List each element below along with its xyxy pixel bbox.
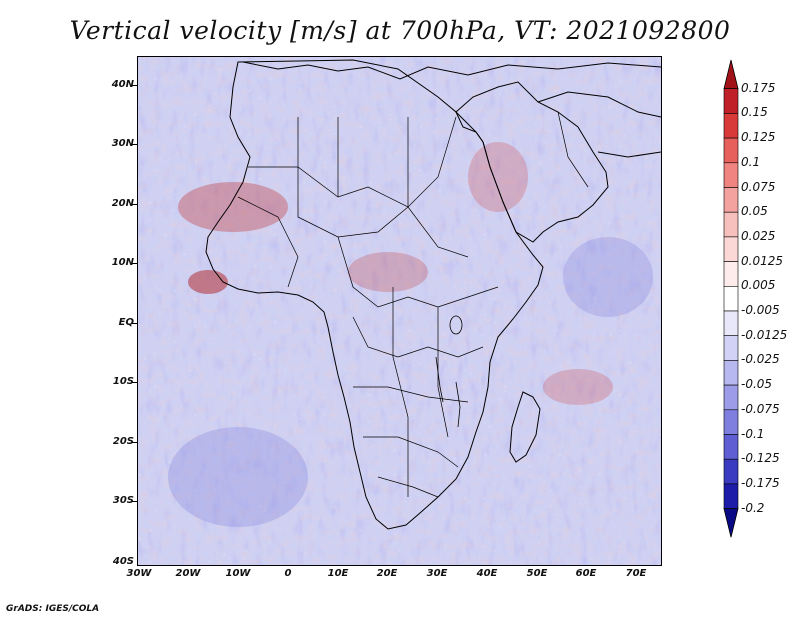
map-canvas <box>138 57 661 565</box>
field-noise-texture <box>138 57 661 565</box>
lake-malawi <box>455 381 461 428</box>
colorbar-tick-label: -0.125 <box>741 451 780 466</box>
coastlines <box>205 59 661 530</box>
colorbar-tick-label: -0.005 <box>741 303 780 317</box>
madagascar-coastline <box>509 391 541 463</box>
colorbar-tick-label: -0.075 <box>741 401 780 416</box>
colorbar-swatch <box>723 409 739 435</box>
lat-label: 40N <box>111 79 134 90</box>
colorbar-tick-label: 0.005 <box>741 278 776 293</box>
lon-label: 0 <box>284 568 292 579</box>
lon-label: 30W <box>126 568 152 579</box>
map-plot-area <box>137 56 662 566</box>
lakes <box>435 315 463 428</box>
ascent-patch-indian-ocean <box>543 369 613 405</box>
colorbar-swatch <box>723 483 739 509</box>
colorbar-top-arrow <box>723 59 739 90</box>
colorbar-swatch <box>723 261 739 287</box>
arabia-coastline <box>455 81 609 243</box>
lon-label: 70E <box>625 568 647 579</box>
lon-label: 60E <box>575 568 597 579</box>
colorbar-swatch <box>723 88 739 114</box>
colorbar-tick-label: 0.125 <box>741 130 776 145</box>
border-egypt-sudan <box>407 117 469 258</box>
colorbar-swatch <box>723 310 739 337</box>
colorbar-tick-label: -0.0125 <box>741 327 788 342</box>
colorbar-tick-label: 0.0125 <box>741 253 783 268</box>
india-coast <box>597 151 661 158</box>
lat-label: 20N <box>111 198 134 209</box>
ascent-patch-guinea <box>188 270 228 294</box>
lat-tick <box>132 85 137 86</box>
ascent-patch-central <box>348 252 428 292</box>
ascent-patch-sahel-west <box>178 182 288 232</box>
lat-tick <box>132 501 137 502</box>
lon-label: 20E <box>376 568 398 579</box>
lake-tanganyika <box>435 356 444 403</box>
lat-label: 10S <box>112 376 134 387</box>
border-south-africa <box>377 476 439 498</box>
colorbar-swatch <box>723 236 739 262</box>
lat-label: 40S <box>112 556 134 567</box>
lon-label: 30E <box>426 568 448 579</box>
map-title: Vertical velocity [m/s] at 700hPa, VT: 2… <box>69 16 731 45</box>
lon-label: 50E <box>526 568 548 579</box>
colorbar-bottom-arrow <box>723 508 739 538</box>
lon-label: 10W <box>225 568 251 579</box>
lat-label: 10N <box>111 257 134 268</box>
mediterranean-coastline <box>242 61 661 80</box>
colorbar-swatch <box>723 137 739 164</box>
colorbar-swatch <box>723 162 739 188</box>
colorbar-swatch <box>723 113 739 139</box>
colorbar-swatch <box>723 211 739 238</box>
colorbar-swatch <box>723 335 739 361</box>
border-west-africa <box>237 196 299 288</box>
persian-coast <box>537 91 661 118</box>
colorbar-graphic <box>723 59 739 538</box>
colorbar-tick-label: 0.025 <box>741 228 776 243</box>
descent-patch-south-atlantic <box>168 427 308 527</box>
descent-patch-indian-ocean <box>563 237 653 317</box>
lon-label: 20W <box>175 568 201 579</box>
border-congo <box>352 316 484 358</box>
lat-label: 30S <box>112 495 134 506</box>
border-vertical-1 <box>392 287 409 497</box>
colorbar-swatch <box>723 360 739 386</box>
lat-label: 30N <box>111 138 134 149</box>
lake-victoria <box>449 315 463 335</box>
lat-tick <box>132 382 137 383</box>
colorbar-swatch <box>723 187 739 213</box>
lat-label: EQ <box>118 317 134 328</box>
colorbar-swatch <box>723 434 739 460</box>
border-arabia <box>557 111 589 188</box>
colorbar-tick-label: -0.025 <box>741 352 780 367</box>
lat-tick <box>132 204 137 205</box>
border-angola-zambia <box>353 386 469 403</box>
colorbar-swatch <box>723 458 739 485</box>
colorbar-tick-label: 0.075 <box>741 179 776 194</box>
colorbar-tick-label: -0.2 <box>741 500 765 515</box>
colorbar-tick-label: 0.175 <box>741 80 776 95</box>
credit-footer: GrADS: IGES/COLA <box>6 604 100 614</box>
ascent-patch-arabia <box>468 142 528 212</box>
lat-label: 20S <box>112 436 134 447</box>
colorbar-tick-label: 0.05 <box>741 204 768 219</box>
country-borders <box>237 111 589 498</box>
lat-tick <box>132 144 137 145</box>
colorbar-tick-label: 0.1 <box>741 154 761 169</box>
colorbar-tick-label: -0.05 <box>741 377 773 392</box>
border-vertical-2 <box>437 307 449 438</box>
border-central <box>337 236 499 308</box>
lat-tick <box>132 323 137 324</box>
border-botswana <box>363 436 459 468</box>
colorbar-tick-label: -0.175 <box>741 475 780 490</box>
colorbar-swatch <box>723 384 739 411</box>
lon-label: 10E <box>327 568 349 579</box>
colorbar-tick-label: 0.15 <box>741 105 768 120</box>
lat-tick <box>132 442 137 443</box>
lat-tick <box>132 263 137 264</box>
lon-label: 40E <box>476 568 498 579</box>
colorbar-swatch <box>723 286 739 312</box>
colorbar-tick-label: -0.1 <box>741 426 765 441</box>
